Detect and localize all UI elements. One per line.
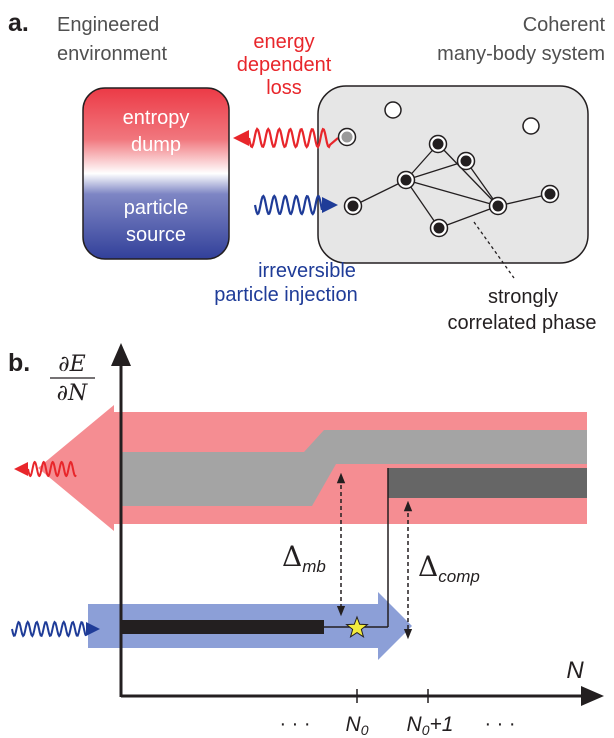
y-axis-arrowhead bbox=[111, 343, 131, 366]
entropy-dump-line1: entropy bbox=[123, 107, 190, 129]
loss-arrowhead-b bbox=[14, 462, 28, 476]
phase-label-line1: strongly bbox=[488, 286, 558, 308]
delta-comp-label: Δcomp bbox=[418, 550, 480, 586]
system-title-line2: many-body system bbox=[437, 43, 605, 65]
x-axis-label: N bbox=[566, 657, 584, 684]
panel-b: b. ∂E ∂N N bbox=[8, 343, 604, 738]
tick-label-n0: N0 bbox=[346, 713, 369, 738]
network-node-core bbox=[400, 174, 412, 186]
lost-particle-core bbox=[341, 131, 353, 143]
delta-mb-label: Δmb bbox=[282, 540, 326, 576]
compressibility-band bbox=[388, 468, 587, 498]
system-title-line1: Coherent bbox=[523, 14, 606, 36]
loss-arrowhead bbox=[233, 130, 249, 146]
tick-label-right-dots: · · · bbox=[484, 713, 515, 735]
panel-a: a. Engineered environment Coherent many-… bbox=[8, 9, 605, 334]
network-node-core bbox=[460, 155, 472, 167]
x-axis-arrowhead bbox=[581, 686, 604, 706]
network-node-core bbox=[544, 188, 556, 200]
y-axis-label-numerator: ∂E bbox=[58, 352, 85, 377]
network-nodes bbox=[343, 134, 560, 238]
panel-b-label: b. bbox=[8, 349, 30, 377]
network-node-core bbox=[433, 222, 445, 234]
loss-label-line1: energy bbox=[253, 31, 314, 53]
injection-arrowhead-b bbox=[86, 622, 100, 636]
panel-a-label: a. bbox=[8, 9, 29, 37]
loss-wave-arrow bbox=[247, 127, 339, 149]
loss-wave-arrow-b bbox=[27, 460, 77, 478]
network-node-core bbox=[347, 200, 359, 212]
free-particle bbox=[384, 101, 402, 119]
system-box bbox=[317, 85, 589, 264]
particle-source-line2: source bbox=[126, 224, 186, 246]
injection-wave-arrow bbox=[253, 194, 324, 216]
environment-title-line1: Engineered bbox=[57, 14, 159, 36]
y-axis-label-denominator: ∂N bbox=[57, 381, 88, 406]
injection-wave-arrow-b bbox=[11, 620, 87, 638]
tick-label-n0-plus-1: N0+1 bbox=[407, 713, 454, 738]
injection-label-line2: particle injection bbox=[214, 284, 357, 306]
many-body-energy-band bbox=[122, 430, 587, 506]
injection-label-line1: irreversible bbox=[258, 260, 356, 282]
environment-title-line2: environment bbox=[57, 43, 168, 65]
entropy-dump-line2: dump bbox=[131, 134, 181, 156]
phase-label-line2: correlated phase bbox=[448, 312, 597, 334]
ground-state-bar bbox=[121, 620, 324, 634]
injection-arrowhead bbox=[322, 197, 338, 213]
network-node-core bbox=[492, 200, 504, 212]
particle-source-line1: particle bbox=[124, 197, 188, 219]
environment-box bbox=[82, 87, 230, 260]
tick-label-left-dots: · · · bbox=[279, 713, 310, 735]
loss-label-line2: dependent bbox=[237, 54, 332, 76]
loss-label-line3: loss bbox=[266, 77, 302, 99]
star-marker bbox=[345, 615, 369, 639]
network-node-core bbox=[432, 138, 444, 150]
free-particle bbox=[522, 117, 540, 135]
